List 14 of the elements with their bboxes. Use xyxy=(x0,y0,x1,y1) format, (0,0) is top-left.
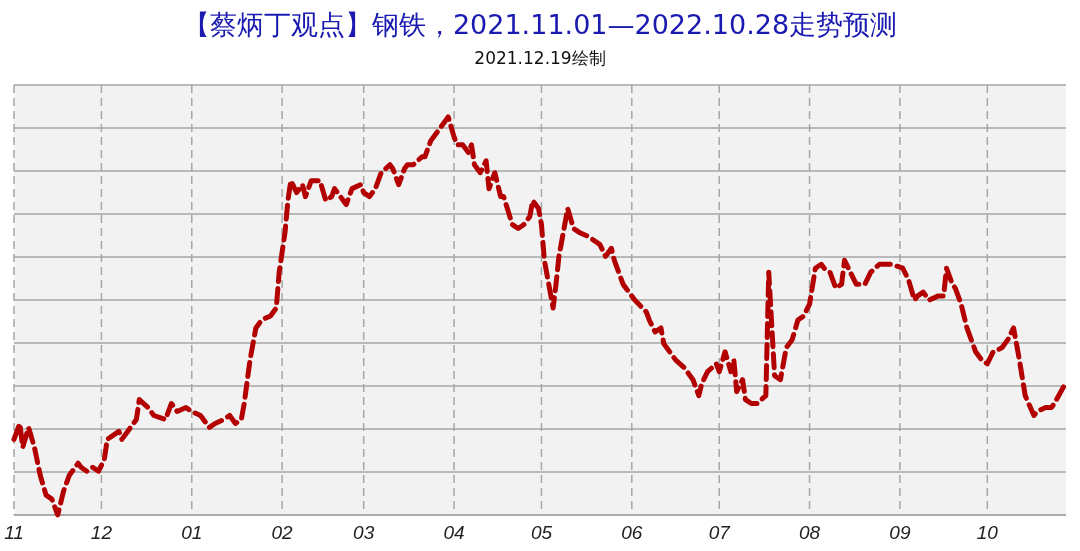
x-tick-label: 08 xyxy=(798,522,821,543)
x-tick-label: 10 xyxy=(976,522,999,543)
x-tick-label: 06 xyxy=(621,522,643,543)
chart-subtitle: 2021.12.19绘制 xyxy=(474,48,606,68)
x-tick-label: 12 xyxy=(90,522,113,543)
x-tick-label: 04 xyxy=(443,522,465,543)
x-tick-label: 07 xyxy=(708,522,732,543)
chart-title: 【蔡炳丁观点】钢铁，2021.11.01—2022.10.28走势预测 xyxy=(182,9,898,40)
x-tick-label: 01 xyxy=(181,522,203,543)
x-tick-label: 03 xyxy=(353,522,375,543)
x-tick-label: 09 xyxy=(889,522,911,543)
x-tick-label: 11 xyxy=(4,522,24,543)
x-tick-label: 02 xyxy=(271,522,294,543)
x-tick-label: 05 xyxy=(530,522,553,543)
